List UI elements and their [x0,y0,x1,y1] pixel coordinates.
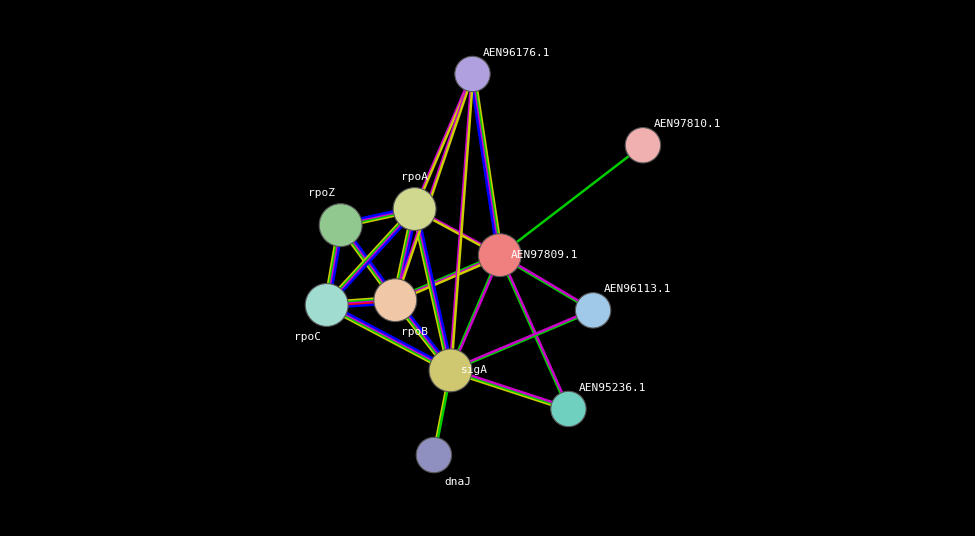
Circle shape [416,437,451,473]
Text: AEN95236.1: AEN95236.1 [579,383,646,392]
Circle shape [479,234,522,277]
Circle shape [625,128,661,163]
Text: AEN97810.1: AEN97810.1 [653,119,722,129]
Circle shape [429,349,472,392]
Circle shape [319,204,362,247]
Text: sigA: sigA [461,366,488,375]
Text: dnaJ: dnaJ [445,477,472,487]
Circle shape [551,391,586,427]
Circle shape [305,284,348,326]
Text: AEN96176.1: AEN96176.1 [484,48,551,57]
Text: AEN97809.1: AEN97809.1 [511,250,578,260]
Circle shape [454,56,490,92]
Circle shape [393,188,436,230]
Text: rpoB: rpoB [401,327,428,337]
Text: AEN96113.1: AEN96113.1 [604,284,672,294]
Circle shape [575,293,610,328]
Text: rpoA: rpoA [401,172,428,182]
Circle shape [373,279,416,322]
Text: rpoC: rpoC [294,332,322,342]
Text: rpoZ: rpoZ [308,188,335,198]
